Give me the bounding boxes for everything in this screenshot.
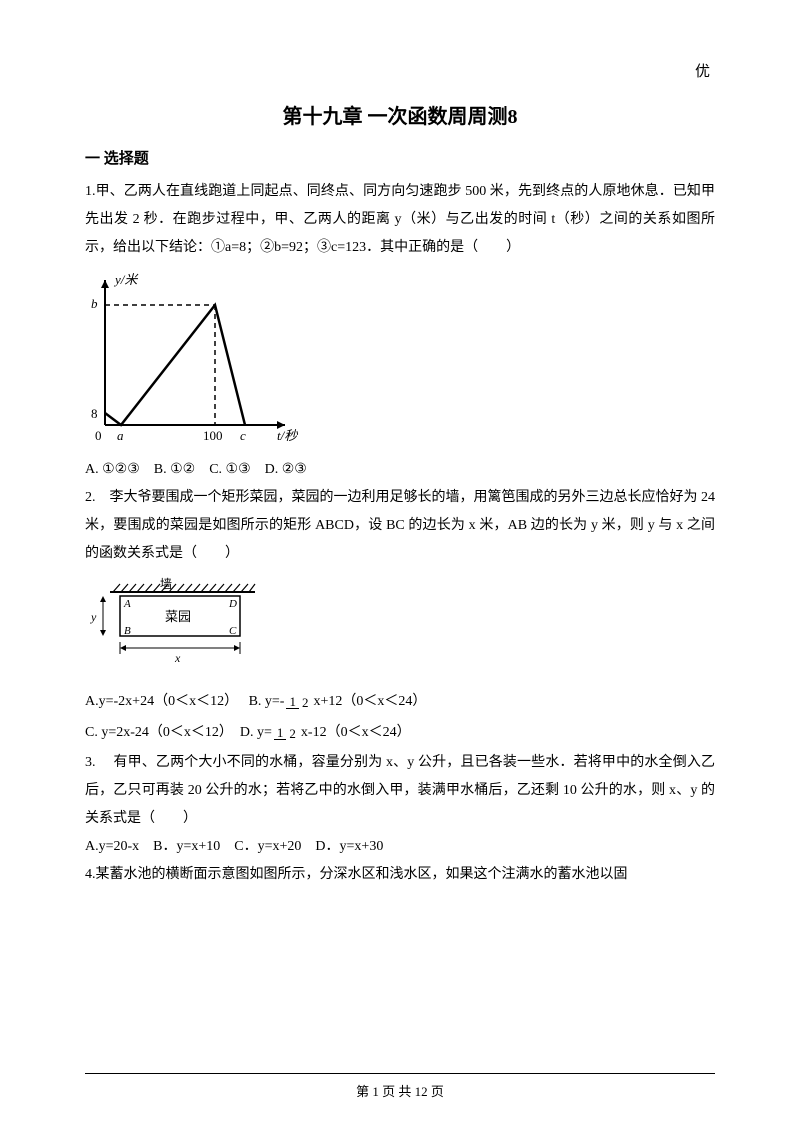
footer-rule — [85, 1073, 715, 1074]
q2-text: 2. 李大爷要围成一个矩形菜园，菜园的一边利用足够长的墙，用篱笆围成的另外三边总… — [85, 484, 715, 568]
y-axis-label: y/米 — [113, 272, 139, 287]
y-tick-b: b — [91, 296, 98, 311]
q2-opt-ab-pre: A.y=-2x+24（0＜x＜12） B. y=- — [85, 687, 284, 718]
x-tick-100: 100 — [203, 428, 223, 443]
q2-opt-cd-post: x-12（0＜x＜24） — [301, 718, 411, 749]
wall-label: 墙 — [160, 577, 172, 591]
q3-options: A.y=20-x B．y=x+10 C．y=x+20 D．y=x+30 — [85, 833, 715, 861]
y-tick-8: 8 — [91, 406, 98, 421]
q2-options-row2: C. y=2x-24（0＜x＜12） D. y= 12 x-12（0＜x＜24） — [85, 718, 715, 749]
x-axis-label: t/秒 — [277, 428, 298, 443]
y-dim-label: y — [90, 610, 97, 624]
q3-text: 3. 有甲、乙两个大小不同的水桶，容量分别为 x、y 公升，且已各装一些水．若将… — [85, 749, 715, 833]
q1-options: A. ①②③ B. ①② C. ①③ D. ②③ — [85, 456, 715, 484]
q2-options-row1: A.y=-2x+24（0＜x＜12） B. y=- 12 x+12（0＜x＜24… — [85, 687, 715, 718]
corner-b: B — [124, 625, 131, 637]
page-title: 第十九章 一次函数周周测8 — [85, 100, 715, 129]
fraction-half-1: 12 — [286, 695, 311, 709]
q2-opt-ab-post: x+12（0＜x＜24） — [313, 687, 426, 718]
q1-text: 1.甲、乙两人在直线跑道上同起点、同终点、同方向匀速跑步 500 米，先到终点的… — [85, 178, 715, 262]
x-tick-c: c — [240, 428, 246, 443]
q2-opt-cd-pre: C. y=2x-24（0＜x＜12） D. y= — [85, 718, 272, 749]
garden-label: 菜园 — [165, 609, 191, 624]
q1-graph: y/米 t/秒 b 8 0 a 100 c — [85, 270, 715, 450]
q4-text: 4.某蓄水池的横断面示意图如图所示，分深水区和浅水区，如果这个注满水的蓄水池以固 — [85, 861, 715, 889]
fraction-half-2: 12 — [274, 726, 299, 740]
corner-a: A — [123, 598, 131, 610]
header-mark: 优 — [695, 60, 710, 81]
corner-d: D — [228, 598, 237, 610]
x-tick-0: 0 — [95, 428, 102, 443]
section-heading: 一 选择题 — [85, 147, 715, 168]
q2-diagram: 墙 A D B C 菜园 y x — [85, 576, 715, 681]
corner-c: C — [229, 625, 237, 637]
page-footer: 第 1 页 共 12 页 — [0, 1081, 800, 1100]
x-dim-label: x — [174, 651, 181, 665]
x-tick-a: a — [117, 428, 124, 443]
